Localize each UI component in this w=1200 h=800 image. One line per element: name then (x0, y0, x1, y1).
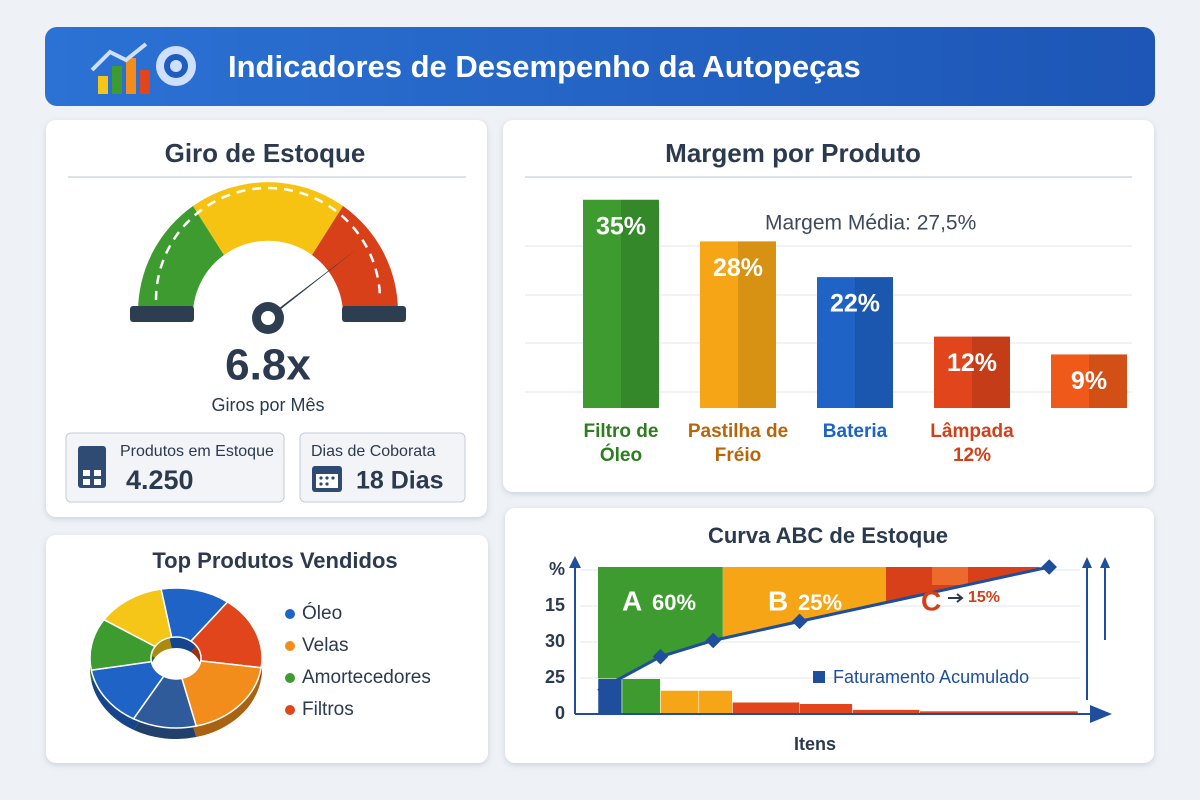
value-label: 35% (596, 212, 646, 240)
card-title: Margem por Produto (665, 138, 921, 168)
legend-marker (285, 609, 295, 619)
gauge (130, 182, 406, 334)
abc-bar (799, 703, 853, 715)
x-tick-label: Bateria (822, 421, 888, 442)
zone-name: B (768, 585, 788, 616)
axis-arrow (1100, 557, 1110, 568)
x-tick-label: Lâmpada 12% (930, 421, 1014, 466)
value-label: 12% (947, 349, 997, 377)
stat-icon (78, 446, 342, 492)
header-icon (90, 42, 196, 94)
pie-slice (160, 587, 229, 643)
bar-shade (738, 241, 776, 408)
annotation: Margem Média: 27,5% (765, 212, 976, 235)
card-title: Curva ABC de Estoque (708, 523, 948, 548)
legend-marker (285, 705, 295, 715)
legend-label: Faturamento Acumulado (833, 667, 1029, 687)
abc-zone (598, 567, 723, 691)
value-label: 22% (830, 290, 880, 318)
abc-zone (722, 567, 886, 639)
bar (583, 199, 659, 408)
pie-slice (102, 588, 173, 648)
header-title: Indicadores de Desempenho da Autopeças (228, 49, 861, 84)
gauge-value: 6.8x (225, 341, 311, 390)
zone-label: 60% (652, 590, 696, 615)
x-axis-label: Itens (794, 734, 836, 754)
bar-shade (1089, 354, 1127, 408)
bar (700, 241, 776, 408)
stat-box (65, 432, 285, 503)
y-tick-label: % (549, 559, 565, 579)
y-tick-label: 0 (555, 703, 565, 723)
legend-label: Amortecedores (302, 667, 431, 688)
abc-bar (621, 678, 661, 715)
abc-bar (698, 690, 733, 715)
pie-slice (189, 600, 263, 669)
bar-shade (855, 277, 893, 408)
x-tick-label: Filtro de Óleo (583, 421, 659, 466)
axis-arrow (1090, 705, 1112, 723)
bar (817, 277, 893, 408)
bar-shade (621, 199, 659, 408)
legend-marker (285, 641, 295, 651)
zone-name: C (921, 585, 941, 616)
line-marker (1041, 559, 1057, 575)
abc-bar (660, 690, 700, 715)
zone-label: 25% (798, 590, 842, 615)
axis-arrow (569, 556, 581, 568)
legend-label: Filtros (302, 699, 354, 720)
zone-arrow (948, 593, 964, 603)
stat-value: 4.250 (126, 465, 194, 495)
legend-marker (285, 673, 295, 683)
header-bar (45, 27, 1155, 106)
zone-name: A (622, 585, 642, 616)
card-title: Top Produtos Vendidos (152, 548, 397, 573)
bar-shade (972, 336, 1010, 408)
bar (1051, 354, 1127, 408)
gauge-caption: Giros por Mês (211, 395, 324, 415)
x-tick-label: Pastilha de Fréio (687, 421, 789, 466)
abc-bar (732, 701, 800, 715)
bar (934, 336, 1010, 408)
legend-label: Óleo (302, 602, 342, 624)
stat-label: Produtos em Estoque (120, 443, 274, 460)
zone-label: 15% (968, 589, 1000, 606)
stat-label: Dias de Coborata (311, 443, 436, 460)
card-title: Giro de Estoque (165, 138, 366, 168)
legend-marker (813, 671, 825, 683)
value-label: 9% (1071, 367, 1107, 395)
zone-stripe (932, 567, 968, 585)
y-tick-label: 15 (545, 595, 565, 615)
pie-slice (180, 660, 263, 727)
y-tick-label: 25 (545, 667, 565, 687)
y-tick-label: 30 (545, 631, 565, 651)
value-label: 28% (713, 254, 763, 282)
stat-value: 18 Dias (356, 467, 444, 495)
legend-label: Velas (302, 635, 348, 656)
axis-arrow (1082, 557, 1092, 568)
